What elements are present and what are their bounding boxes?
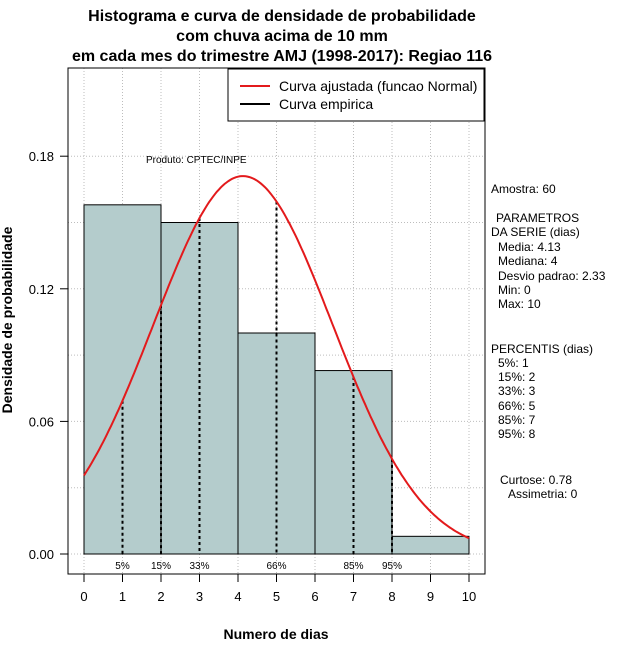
x-tick-label: 9 (427, 589, 434, 604)
stat-assimetria: Assimetria: 0 (508, 487, 578, 501)
y-axis-label: Densidade de probabilidade (0, 226, 15, 413)
stat-p95: 95%: 8 (498, 427, 536, 441)
percentile-label: 33% (189, 561, 209, 572)
stats-panel: Amostra: 60 PARAMETROS DA SERIE (dias) M… (491, 182, 606, 501)
chart-title-line-3: em cada mes do trimestre AMJ (1998-2017)… (72, 48, 492, 65)
x-axis-label: Numero de dias (223, 626, 328, 642)
stat-params-title-1: PARAMETROS (496, 211, 579, 225)
stat-p15: 15%: 2 (498, 370, 536, 384)
stat-percentis-title: PERCENTIS (dias) (491, 342, 593, 356)
x-tick-label: 7 (350, 589, 357, 604)
stat-media: Media: 4.13 (498, 240, 561, 254)
normal-fit-curve (83, 175, 470, 540)
stat-p66: 66%: 5 (498, 399, 536, 413)
x-tick-label: 10 (462, 589, 476, 604)
x-tick-label: 5 (273, 589, 280, 604)
stat-p5: 5%: 1 (498, 356, 529, 370)
stat-p33: 33%: 3 (498, 384, 536, 398)
stat-min: Min: 0 (498, 283, 531, 297)
stat-curtose: Curtose: 0.78 (500, 473, 572, 487)
axis-layer: 0 1 2 3 4 5 6 7 8 9 10 0.00 0.06 0.12 0.18 (29, 149, 477, 604)
stat-params-title-2: DA SERIE (dias) (491, 225, 580, 239)
legend: Curva ajustada (funcao Normal) Curva emp… (227, 68, 485, 122)
y-tick-label: 0.00 (29, 547, 54, 562)
stat-amostra: Amostra: 60 (491, 182, 556, 196)
x-tick-label: 0 (80, 589, 87, 604)
percentile-lines-layer: 5% 15% 33% 66% 85% 95% (115, 201, 402, 572)
x-tick-label: 8 (388, 589, 395, 604)
legend-box (227, 68, 485, 122)
x-tick-label: 1 (119, 589, 126, 604)
x-tick-label: 6 (311, 589, 318, 604)
credit-text: Produto: CPTEC/INPE (146, 155, 247, 166)
legend-label-fit: Curva ajustada (funcao Normal) (279, 78, 477, 94)
curve-layer (83, 175, 470, 540)
legend-label-empirical: Curva empirica (279, 96, 373, 112)
stat-mediana: Mediana: 4 (498, 254, 558, 268)
y-tick-label: 0.18 (29, 149, 54, 164)
chart-title-line-1: Histograma e curva de densidade de proba… (88, 8, 476, 25)
stat-p85: 85%: 7 (498, 413, 536, 427)
stat-max: Max: 10 (498, 297, 541, 311)
percentile-label: 5% (115, 561, 130, 572)
chart-title-line-2: com chuva acima de 10 mm (176, 28, 388, 45)
x-tick-label: 3 (196, 589, 203, 604)
histogram-bar (391, 535, 470, 555)
x-tick-label: 4 (234, 589, 241, 604)
percentile-label: 66% (266, 561, 286, 572)
stat-desvio: Desvio padrao: 2.33 (498, 269, 606, 283)
x-tick-label: 2 (157, 589, 164, 604)
percentile-label: 15% (151, 561, 171, 572)
percentile-label: 95% (382, 561, 402, 572)
histogram-bar (83, 204, 162, 555)
percentile-label: 85% (343, 561, 363, 572)
y-tick-label: 0.12 (29, 282, 54, 297)
y-tick-label: 0.06 (29, 414, 54, 429)
